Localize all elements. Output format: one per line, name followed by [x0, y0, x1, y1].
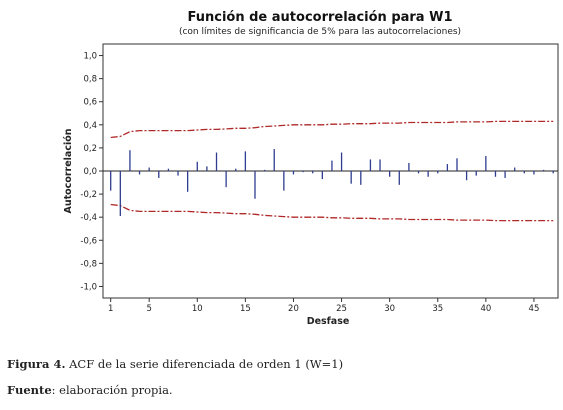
y-axis-ticks: 1,0 0,8 0,6 0,4 0,2 0,0 -0,2 -0,4 -0,6 -0,8 -1,0 — [80, 52, 103, 292]
x-tick-label: 30 — [384, 304, 395, 314]
x-tick-label: 45 — [529, 304, 540, 314]
lower-significance-limit — [110, 203, 554, 222]
x-tick-label: 15 — [240, 304, 251, 314]
figure-caption: Figura 4. ACF de la serie diferenciada d… — [7, 357, 343, 371]
acf-bars — [110, 149, 554, 217]
figure-caption-label: Figura 4. — [7, 357, 66, 371]
chart-title: Función de autocorrelación para W1 — [188, 10, 453, 25]
x-tick-label: 1 — [108, 304, 113, 314]
x-tick-label: 10 — [192, 304, 203, 314]
y-tick-label: 0,6 — [83, 98, 97, 108]
y-tick-label: 0,2 — [83, 144, 97, 154]
figure-caption-text: ACF de la serie diferenciada de orden 1 … — [65, 357, 344, 371]
x-tick-label: 5 — [146, 304, 151, 314]
y-tick-label: 1,0 — [83, 52, 97, 62]
y-tick-label: -0,4 — [80, 213, 97, 223]
x-tick-label: 40 — [480, 304, 491, 314]
source-note: Fuente: elaboración propia. — [7, 383, 173, 397]
y-tick-label: -0,2 — [80, 190, 97, 200]
y-tick-label: -0,6 — [80, 236, 97, 246]
source-note-text: : elaboración propia. — [51, 383, 173, 397]
y-axis-label: Autocorrelación — [63, 128, 74, 213]
significance-limits — [103, 120, 558, 222]
x-tick-label: 20 — [288, 304, 299, 314]
x-axis-ticks: 1 5 10 15 20 25 30 35 40 45 — [108, 298, 539, 314]
chart-subtitle: (con límites de significancia de 5% para… — [179, 27, 461, 37]
x-tick-label: 25 — [336, 304, 347, 314]
y-tick-label: 0,8 — [83, 75, 97, 85]
x-axis-label: Desfase — [307, 316, 350, 327]
y-tick-label: -0,8 — [80, 259, 97, 269]
y-tick-label: 0,4 — [83, 121, 97, 131]
x-tick-label: 35 — [432, 304, 443, 314]
y-tick-label: -1,0 — [80, 282, 97, 292]
y-tick-label: 0,0 — [83, 167, 97, 177]
upper-significance-limit — [110, 120, 554, 139]
source-note-label: Fuente — [7, 383, 52, 397]
